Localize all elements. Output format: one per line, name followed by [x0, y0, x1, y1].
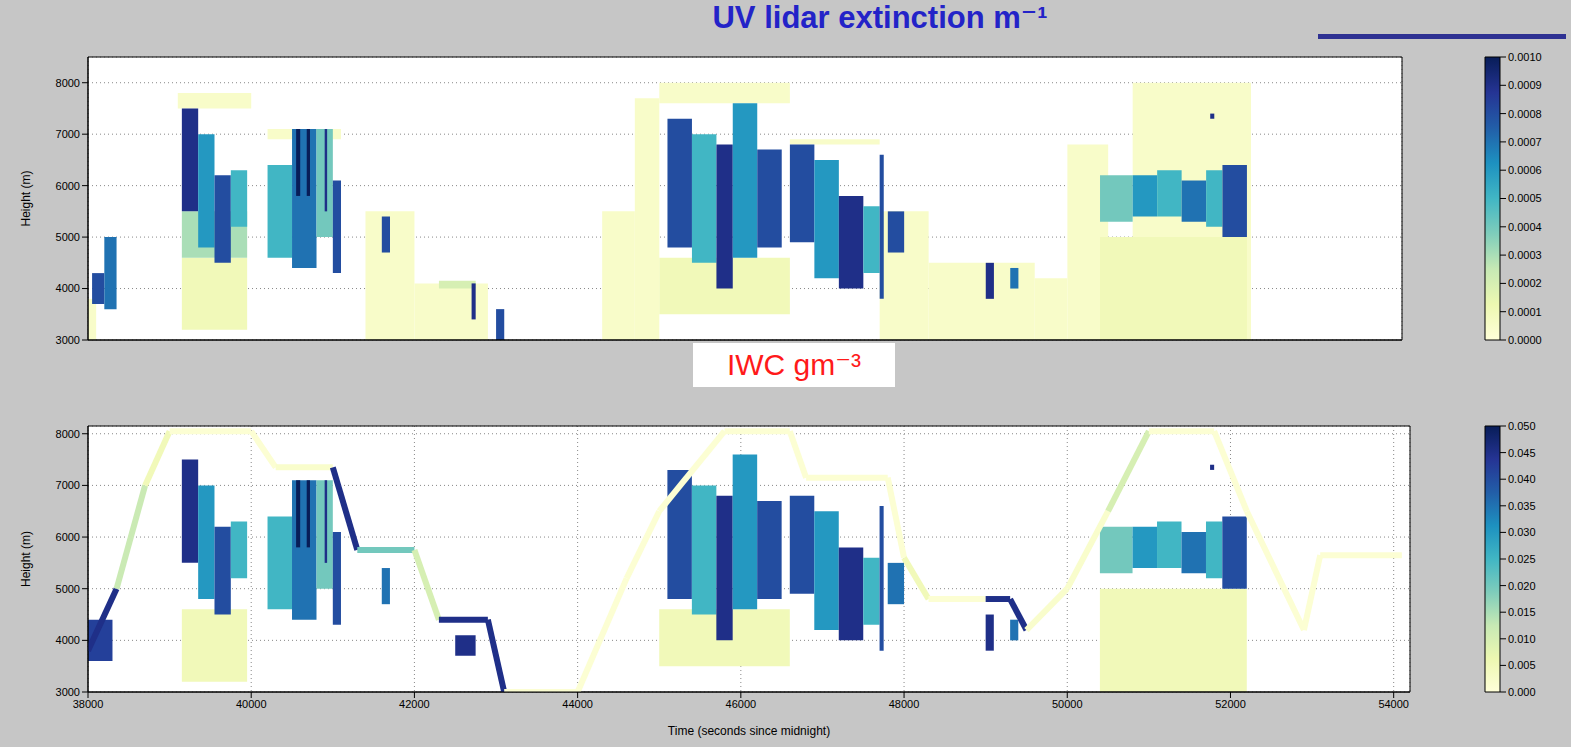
svg-text:48000: 48000 — [889, 698, 920, 710]
svg-text:0.0000: 0.0000 — [1508, 334, 1542, 346]
svg-text:0.025: 0.025 — [1508, 553, 1536, 565]
svg-text:0.040: 0.040 — [1508, 473, 1536, 485]
svg-text:0.0003: 0.0003 — [1508, 249, 1542, 261]
svg-text:0.020: 0.020 — [1508, 580, 1536, 592]
svg-text:7000: 7000 — [56, 128, 80, 140]
svg-text:5000: 5000 — [56, 583, 80, 595]
svg-text:0.035: 0.035 — [1508, 500, 1536, 512]
svg-text:0.0008: 0.0008 — [1508, 108, 1542, 120]
svg-text:3000: 3000 — [56, 686, 80, 698]
svg-text:0.000: 0.000 — [1508, 686, 1536, 698]
svg-text:4000: 4000 — [56, 282, 80, 294]
svg-text:50000: 50000 — [1052, 698, 1083, 710]
html-text:UV lidar extinction m⁻¹: UV lidar extinction m⁻¹ — [712, 0, 1048, 35]
svg-text:8000: 8000 — [56, 428, 80, 440]
svg-text:4000: 4000 — [56, 634, 80, 646]
svg-text:0.0002: 0.0002 — [1508, 277, 1542, 289]
html-text:IWC gm⁻³: IWC gm⁻³ — [726, 348, 862, 381]
svg-text:Time (seconds since midnight): Time (seconds since midnight) — [668, 724, 830, 738]
svg-text:54000: 54000 — [1378, 698, 1409, 710]
svg-text:0.0005: 0.0005 — [1508, 192, 1542, 204]
svg-text:0.0001: 0.0001 — [1508, 306, 1542, 318]
svg-text:0.0007: 0.0007 — [1508, 136, 1542, 148]
svg-text:42000: 42000 — [399, 698, 430, 710]
svg-text:Height (m): Height (m) — [19, 170, 33, 226]
svg-text:8000: 8000 — [56, 77, 80, 89]
svg-text:52000: 52000 — [1215, 698, 1246, 710]
svg-text:3000: 3000 — [56, 334, 80, 346]
svg-text:0.045: 0.045 — [1508, 447, 1536, 459]
svg-text:Height (m): Height (m) — [19, 531, 33, 587]
svg-text:0.0010: 0.0010 — [1508, 51, 1542, 63]
svg-text:0.005: 0.005 — [1508, 659, 1536, 671]
svg-text:0.050: 0.050 — [1508, 420, 1536, 432]
svg-text:0.030: 0.030 — [1508, 526, 1536, 538]
svg-text:38000: 38000 — [73, 698, 104, 710]
svg-text:0.015: 0.015 — [1508, 606, 1536, 618]
svg-text:6000: 6000 — [56, 531, 80, 543]
svg-text:5000: 5000 — [56, 231, 80, 243]
svg-text:7000: 7000 — [56, 479, 80, 491]
svg-text:40000: 40000 — [236, 698, 267, 710]
svg-text:0.0006: 0.0006 — [1508, 164, 1542, 176]
svg-text:0.010: 0.010 — [1508, 633, 1536, 645]
svg-text:0.0009: 0.0009 — [1508, 79, 1542, 91]
svg-text:46000: 46000 — [726, 698, 757, 710]
svg-text:0.0004: 0.0004 — [1508, 221, 1542, 233]
svg-text:6000: 6000 — [56, 180, 80, 192]
svg-text:44000: 44000 — [562, 698, 593, 710]
